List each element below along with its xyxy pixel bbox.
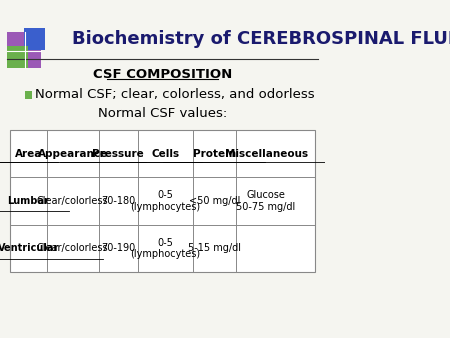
Text: Biochemistry of CEREBROSPINAL FLUID: Biochemistry of CEREBROSPINAL FLUID (72, 30, 450, 48)
Text: Area: Area (15, 149, 42, 159)
Text: Lumbar: Lumbar (8, 196, 50, 206)
FancyBboxPatch shape (10, 130, 315, 272)
Text: Miscellaneous: Miscellaneous (225, 149, 308, 159)
Text: 70-180: 70-180 (101, 196, 135, 206)
Text: Clear/colorless: Clear/colorless (37, 243, 108, 254)
Text: Pressure: Pressure (92, 149, 144, 159)
Text: Cells: Cells (152, 149, 180, 159)
Text: Normal CSF; clear, colorless, and odorless: Normal CSF; clear, colorless, and odorle… (35, 88, 314, 101)
FancyBboxPatch shape (24, 28, 45, 50)
Text: 70-190: 70-190 (101, 243, 135, 254)
Text: 0-5
(lymphocytes): 0-5 (lymphocytes) (130, 190, 201, 212)
Text: 0-5
(lymphocytes): 0-5 (lymphocytes) (130, 238, 201, 259)
Text: Glucose
50-75 mg/dl: Glucose 50-75 mg/dl (236, 190, 296, 212)
Text: CSF COMPOSITION: CSF COMPOSITION (93, 68, 232, 81)
Text: Appearance: Appearance (37, 149, 108, 159)
FancyBboxPatch shape (25, 91, 32, 99)
Text: Normal CSF values:: Normal CSF values: (98, 107, 227, 120)
Text: <50 mg/dl: <50 mg/dl (189, 196, 240, 206)
Text: Clear/colorless: Clear/colorless (37, 196, 108, 206)
FancyBboxPatch shape (7, 46, 28, 68)
FancyBboxPatch shape (7, 32, 40, 68)
Text: 5-15 mg/dl: 5-15 mg/dl (188, 243, 241, 254)
Text: Ventricular: Ventricular (0, 243, 59, 254)
Text: Protein: Protein (193, 149, 236, 159)
